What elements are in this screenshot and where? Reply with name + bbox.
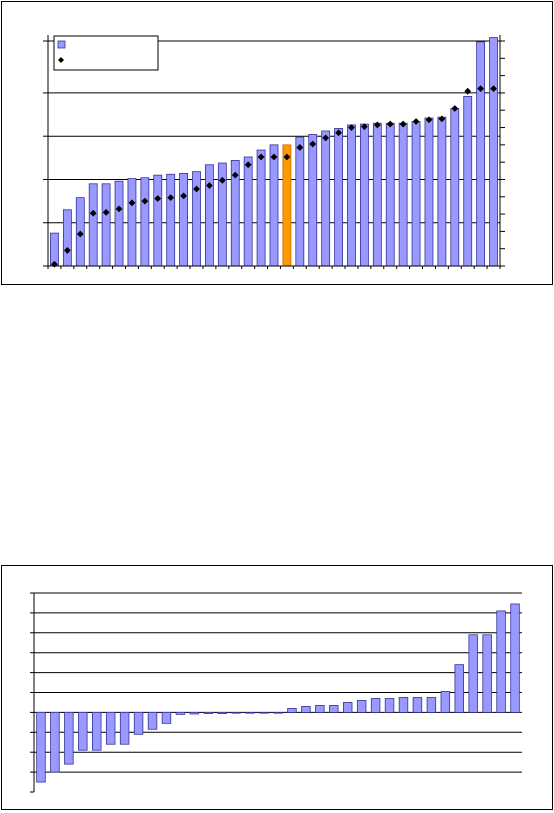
diamond-marker	[141, 197, 149, 205]
diamond-marker	[451, 105, 459, 112]
diamond-marker	[193, 185, 200, 193]
bar	[440, 691, 451, 713]
bar	[510, 603, 520, 713]
diamond-marker	[115, 205, 123, 213]
diamond-marker	[399, 120, 407, 128]
bar	[301, 706, 311, 713]
bar	[496, 610, 506, 713]
bar	[78, 712, 88, 751]
diamond-marker	[490, 85, 497, 92]
bar	[370, 698, 381, 713]
bar	[329, 705, 339, 713]
bar	[315, 705, 325, 713]
bar	[64, 712, 74, 765]
diamond-marker	[89, 209, 97, 217]
diamond-marker	[309, 140, 317, 148]
bar	[426, 697, 437, 713]
top-bar-chart	[43, 35, 505, 269]
diamond-marker	[438, 115, 446, 123]
bar	[287, 708, 297, 713]
diamond-marker	[257, 153, 265, 161]
diamond-marker	[218, 176, 226, 184]
legend-box	[53, 35, 159, 71]
bar	[482, 634, 492, 713]
diamond-marker	[154, 195, 162, 202]
diamond-marker	[206, 182, 213, 189]
bar	[175, 712, 186, 715]
diamond-marker	[128, 199, 136, 207]
diamond-marker	[180, 192, 187, 200]
diamond-marker	[386, 120, 394, 128]
diamond-marker	[322, 134, 330, 142]
bar	[384, 698, 395, 713]
bar	[217, 712, 227, 714]
diamond-marker	[348, 124, 355, 131]
bar	[119, 712, 130, 745]
legend-swatch-marker	[58, 57, 64, 63]
diamond-marker	[335, 129, 342, 137]
bar	[50, 712, 60, 773]
diamond-marker	[244, 161, 252, 169]
diamond-marker	[102, 208, 110, 216]
diamond-marker	[296, 144, 304, 151]
bar	[203, 712, 214, 714]
diamond-marker	[283, 153, 291, 161]
diamond-marker	[63, 247, 71, 254]
legend-swatch-bar	[57, 40, 66, 49]
bar	[231, 712, 241, 714]
bar	[189, 712, 200, 715]
bar	[412, 697, 423, 713]
bar	[259, 712, 269, 714]
bar	[36, 712, 46, 783]
bar	[161, 712, 172, 724]
bar	[356, 700, 367, 713]
bar	[147, 712, 158, 730]
bar	[273, 712, 283, 714]
bar	[245, 712, 255, 714]
bar	[133, 712, 144, 735]
bar	[92, 712, 102, 751]
bar	[342, 702, 353, 713]
diamond-marker	[167, 194, 175, 202]
diamond-marker	[412, 118, 420, 125]
diamond-marker	[76, 230, 84, 238]
bar	[468, 634, 478, 713]
bar	[105, 712, 116, 745]
bar	[398, 697, 409, 713]
diamond-marker	[477, 85, 485, 92]
diamond-marker	[361, 123, 368, 131]
diamond-marker	[373, 121, 381, 129]
diamond-marker	[270, 153, 278, 161]
diamond-marker	[425, 116, 433, 124]
bar	[454, 664, 464, 713]
diamond-marker	[464, 87, 472, 95]
diamond-marker	[231, 171, 239, 179]
diamond-marker	[51, 260, 58, 268]
